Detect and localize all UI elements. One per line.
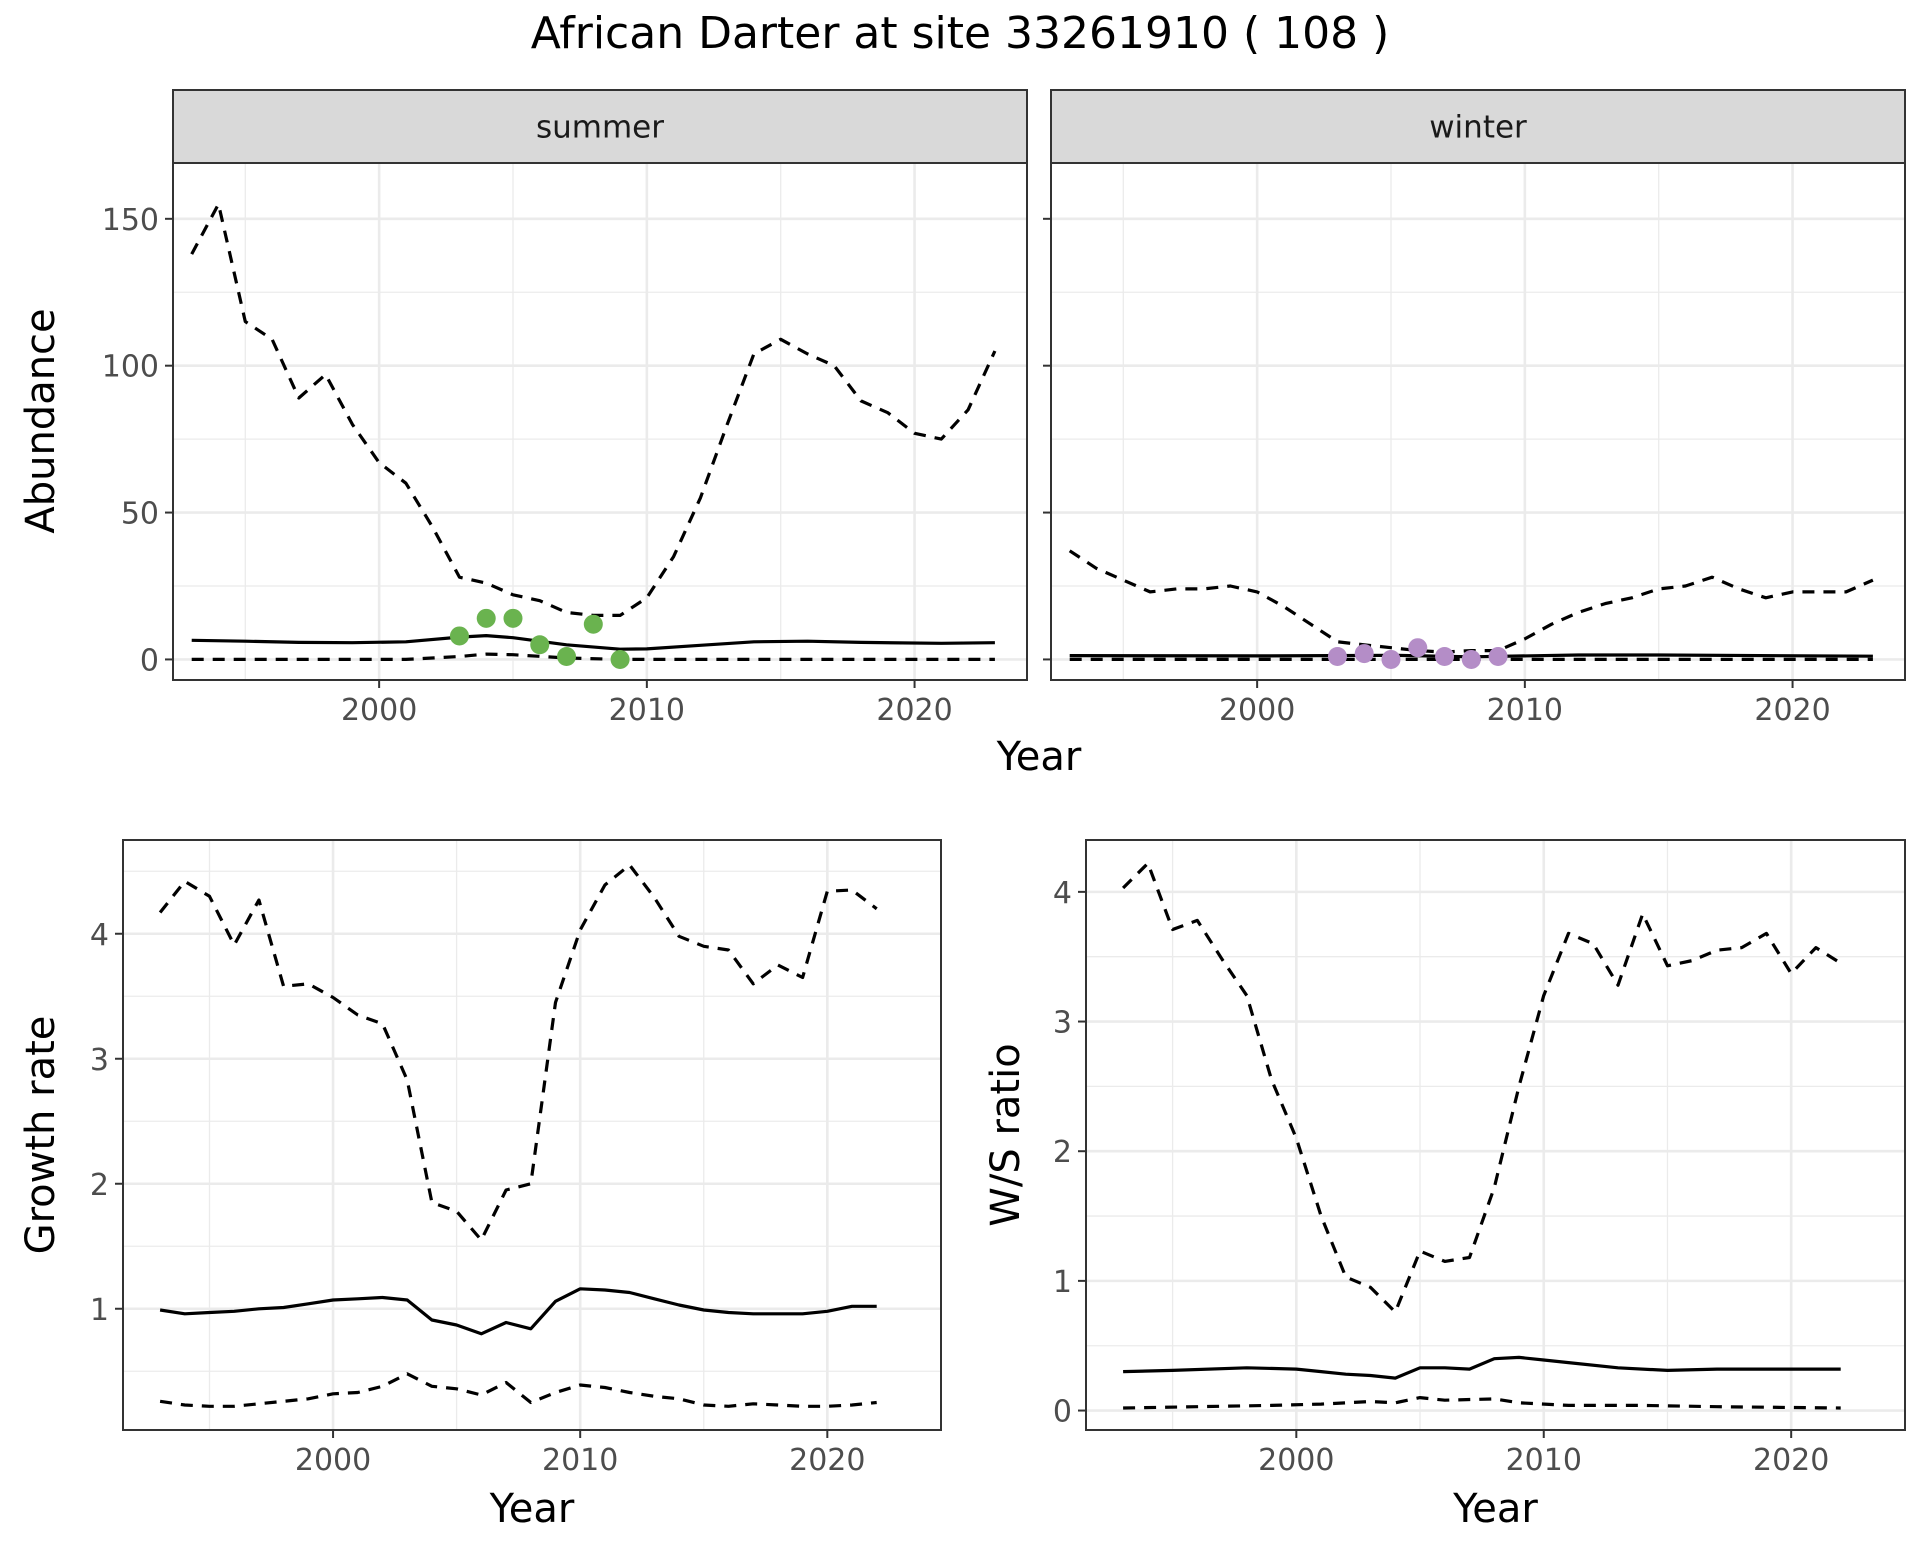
data-point — [476, 608, 496, 628]
panel-winter: winter 2000 2010 2020 — [1043, 89, 1906, 728]
plot-area — [1086, 840, 1905, 1430]
series-line-dashed-1 — [1121, 861, 1842, 1314]
y-axis-title: Growth rate — [18, 1016, 64, 1255]
panel-border — [122, 839, 942, 1431]
data-point — [1435, 647, 1455, 666]
data-point — [583, 614, 603, 634]
y-tick-label: 4 — [90, 918, 109, 953]
y-tick-label: 2 — [90, 1168, 109, 1203]
strip-label-winter: winter — [1429, 110, 1527, 146]
y-tick-label: 1 — [90, 1293, 109, 1328]
y-tick-label: 4 — [1053, 876, 1072, 911]
data-point — [503, 608, 523, 628]
y-tick-label: 3 — [90, 1043, 109, 1078]
x-axis-title: Year — [996, 734, 1082, 780]
panel-border — [1050, 162, 1906, 681]
plot-area — [173, 163, 1027, 680]
series-line-dashed-1 — [158, 863, 878, 1242]
panel-growth: 2000 2010 2020 1 2 3 4 Growth rate Year — [18, 839, 942, 1532]
data-point — [449, 626, 469, 646]
y-axis-title: Abundance — [18, 308, 64, 533]
x-axis-title: Year — [1452, 1486, 1538, 1532]
data-point — [557, 647, 577, 666]
plot-area — [123, 840, 941, 1430]
y-tick-label: 0 — [140, 643, 159, 678]
y-tick-label: 150 — [102, 203, 159, 238]
x-tick-label: 2020 — [1754, 693, 1830, 728]
data-point — [1488, 647, 1508, 666]
x-tick-label: 2010 — [542, 1443, 618, 1478]
panel-border — [1085, 839, 1906, 1431]
x-tick-label: 2000 — [1219, 693, 1295, 728]
chart-title: African Darter at site 33261910 ( 108 ) — [531, 8, 1390, 59]
x-tick-label: 2010 — [1506, 1443, 1582, 1478]
panel-ws: 2000 2010 2020 0 1 2 3 4 W/S ratio Year — [983, 839, 1906, 1532]
strip-summer — [172, 89, 1028, 164]
y-tick-label: 50 — [121, 497, 159, 532]
data-point — [1354, 644, 1374, 664]
x-axis-title: Year — [489, 1486, 575, 1532]
data-point — [610, 649, 630, 669]
data-point — [1327, 647, 1347, 666]
plot-area — [1051, 163, 1905, 680]
x-tick-label: 2000 — [295, 1443, 371, 1478]
x-tick-label: 2010 — [609, 693, 685, 728]
series-line-dashed-2 — [1123, 1395, 1841, 1410]
y-axis-title: W/S ratio — [983, 1043, 1029, 1226]
strip-winter — [1050, 89, 1906, 164]
x-tick-label: 2000 — [341, 693, 417, 728]
x-tick-label: 2020 — [876, 693, 952, 728]
x-tick-label: 2020 — [789, 1443, 865, 1478]
x-tick-label: 2010 — [1487, 693, 1563, 728]
y-tick-label: 2 — [1053, 1135, 1072, 1170]
y-tick-label: 3 — [1053, 1006, 1072, 1041]
data-point — [1381, 649, 1401, 669]
x-tick-label: 2020 — [1753, 1443, 1829, 1478]
y-tick-label: 100 — [102, 350, 159, 385]
series-line-solid-0 — [191, 633, 995, 651]
panel-border — [172, 162, 1028, 681]
series-line-solid-0 — [159, 1287, 877, 1336]
data-point — [1461, 649, 1481, 669]
strip-label-summer: summer — [536, 110, 664, 146]
panel-summer: summer 2000 2010 2020 0 50 100 150 Abundance Year — [18, 89, 1082, 780]
series-line-dashed-2 — [191, 652, 995, 662]
y-tick-label: 1 — [1053, 1265, 1072, 1300]
y-tick-label: 0 — [1053, 1395, 1072, 1430]
data-point — [1408, 638, 1428, 658]
x-tick-label: 2000 — [1258, 1443, 1334, 1478]
data-point — [530, 635, 550, 655]
series-line-solid-0 — [1123, 1355, 1841, 1380]
